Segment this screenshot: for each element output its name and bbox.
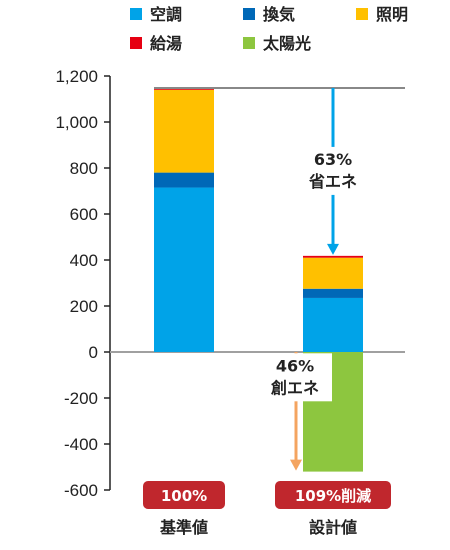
bar-0-segment-1 xyxy=(154,172,214,188)
y-tick-label-7: -200 xyxy=(64,389,98,408)
creation-arrow-head xyxy=(290,459,302,471)
y-tick-label-6: 0 xyxy=(89,343,98,362)
bars xyxy=(154,86,405,472)
creation-pct: 46% xyxy=(276,356,314,375)
y-tick-label-1: 1,000 xyxy=(55,113,98,132)
legend-label-2: 照明 xyxy=(376,5,408,24)
legend-label-1: 換気 xyxy=(263,5,295,24)
saving-arrow-head xyxy=(327,243,339,255)
y-tick-label-3: 600 xyxy=(70,205,98,224)
bar-0-segment-2 xyxy=(154,89,214,173)
creation-label: 創エネ xyxy=(270,378,319,397)
y-tick-label-0: 1,200 xyxy=(55,67,98,86)
legend-swatch-2 xyxy=(356,8,368,20)
saving-label: 省エネ xyxy=(308,172,357,191)
y-tick-label-4: 400 xyxy=(70,251,98,270)
legend-label-0: 空調 xyxy=(150,5,182,24)
legend-label-3: 給湯 xyxy=(150,34,182,53)
y-axis: 1,200 1,000 800 600 400 200 0 -200 -400 -600 xyxy=(55,67,405,500)
creation-label-bg xyxy=(260,353,332,402)
bar-1-segment-3 xyxy=(303,255,363,258)
bar-1-segment-0 xyxy=(303,297,363,352)
annotations: 63% 省エネ 46% 創エネ xyxy=(260,87,369,471)
bar-1-segment-2 xyxy=(303,257,363,289)
category-label-1: 設計値 xyxy=(309,518,357,537)
category-label-0: 基準値 xyxy=(159,518,208,537)
legend-swatch-1 xyxy=(243,8,255,20)
y-tick-label-5: 200 xyxy=(70,297,98,316)
legend-swatch-3 xyxy=(130,37,142,49)
bar-0-segment-0 xyxy=(154,187,214,352)
saving-pct: 63% xyxy=(314,150,352,169)
badge-text-1: 109%削減 xyxy=(295,487,371,505)
y-tick-label-8: -400 xyxy=(64,435,98,454)
legend-label-4: 太陽光 xyxy=(262,34,311,53)
badge-0 xyxy=(143,481,225,509)
bar-1-segment-1 xyxy=(303,288,363,298)
legend-swatch-4 xyxy=(243,37,255,49)
y-tick-label-9: -600 xyxy=(64,481,98,500)
legend-swatch-0 xyxy=(130,8,142,20)
y-tick-label-2: 800 xyxy=(70,159,98,178)
badge-text-0: 100% xyxy=(161,487,207,505)
badge-1 xyxy=(275,481,391,509)
saving-label-bg xyxy=(297,146,369,195)
